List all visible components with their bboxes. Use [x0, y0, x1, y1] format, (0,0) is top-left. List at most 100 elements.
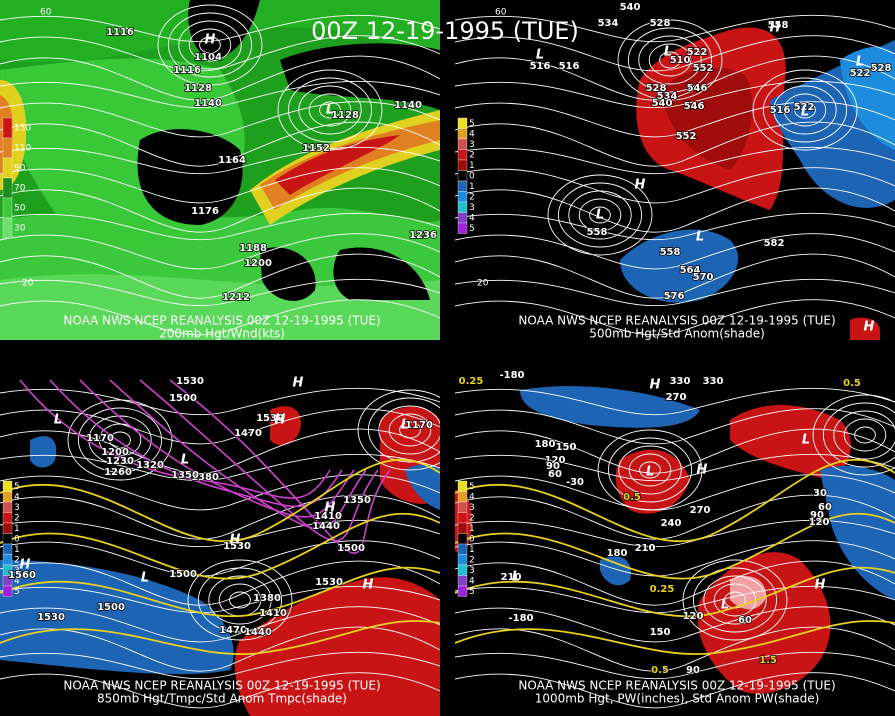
- contour-line: [455, 55, 895, 101]
- contour-line: [455, 278, 895, 307]
- legend-label: 0: [14, 534, 20, 544]
- contour-label: 210: [501, 572, 522, 583]
- contour-label: 534: [657, 91, 678, 102]
- contour-label: 1140: [194, 98, 222, 109]
- contour-label: 522: [850, 68, 871, 79]
- contour-label: 558: [660, 247, 681, 258]
- contour-ring: [208, 575, 272, 625]
- legend-label: 30: [14, 224, 26, 234]
- contour-ring: [773, 85, 837, 135]
- pressure-center: H: [275, 413, 286, 428]
- contour-label: 1140: [394, 100, 422, 111]
- legend-swatch: [2, 522, 13, 534]
- contour-ring: [618, 445, 682, 495]
- legend-swatch: [457, 585, 468, 597]
- contour-ring: [568, 190, 632, 240]
- contour-label: 1470: [234, 428, 262, 439]
- legend-swatch: [2, 512, 13, 524]
- contour-ring: [197, 567, 283, 633]
- yellow-contour: [0, 566, 440, 618]
- legend-label: 0: [469, 534, 475, 544]
- contour-ring: [287, 77, 373, 143]
- contour-label: 510: [670, 55, 691, 66]
- contour-label: 120: [545, 455, 566, 466]
- contour-label: 0.5: [651, 665, 669, 676]
- contour-line: [0, 519, 440, 548]
- pressure-center: L: [596, 208, 604, 223]
- contour-line: [455, 187, 895, 233]
- contour-line: [455, 299, 895, 336]
- contour-label: 540: [652, 98, 673, 109]
- contour-ring: [628, 453, 672, 487]
- contour-label: 1500: [97, 602, 125, 613]
- legend-swatch: [457, 180, 468, 192]
- legend-label: 5: [469, 224, 475, 234]
- legend-swatch: [457, 575, 468, 587]
- yellow-contour: [0, 512, 440, 580]
- contour-line: [0, 278, 440, 307]
- legend-swatch: [2, 117, 13, 139]
- contour-line: [0, 453, 440, 482]
- contour-label: 330: [703, 376, 724, 387]
- contour-ring: [357, 389, 440, 471]
- contour-ring: [812, 394, 895, 476]
- pressure-center: L: [801, 105, 809, 120]
- contour-label: 1176: [191, 206, 219, 217]
- legend-swatch: [457, 222, 468, 234]
- legend-swatch: [457, 170, 468, 182]
- contour-line: [0, 387, 440, 416]
- legend-label: 2: [469, 555, 475, 565]
- contour-ring: [617, 19, 723, 101]
- contour-line: [455, 233, 895, 270]
- contour-label: 1410: [259, 608, 287, 619]
- contour-ring: [308, 93, 352, 127]
- contour-ring: [187, 559, 293, 641]
- legend-swatch: [2, 217, 13, 239]
- contour-label: 1350: [171, 470, 199, 481]
- contour-label: 1410: [314, 511, 342, 522]
- contour-label: 540: [620, 2, 641, 13]
- contour-ring: [98, 423, 142, 457]
- yellow-contour: [455, 458, 895, 543]
- pressure-center: L: [512, 570, 520, 585]
- contour-label: 1530: [176, 376, 204, 387]
- contour-line: [0, 428, 440, 474]
- legend-label: 5: [14, 482, 20, 492]
- legend-label: 3: [14, 566, 20, 576]
- legend-swatch: [457, 512, 468, 524]
- contour-label: 522: [687, 47, 708, 58]
- pressure-center: L: [802, 433, 810, 448]
- legend-label: 5: [469, 482, 475, 492]
- contour-label: 1560: [8, 570, 36, 581]
- contour-label: 1530: [223, 541, 251, 552]
- contour-line: [0, 187, 440, 233]
- contour-line: [0, 626, 440, 672]
- contour-line: [0, 585, 440, 614]
- contour-label: 1530: [37, 612, 65, 623]
- panel-subtitle: 200mb Hgt/Wnd(kts): [159, 327, 285, 341]
- contour-ring: [319, 101, 341, 119]
- contour-ring: [88, 415, 152, 465]
- legend-swatch: [2, 157, 13, 179]
- contour-ring: [388, 413, 432, 447]
- contour-label: 1380: [191, 472, 219, 483]
- contour-label: 1170: [405, 420, 433, 431]
- legend-label: 3: [469, 503, 475, 513]
- contour-line: [455, 80, 895, 109]
- latitude-label: 60: [495, 8, 507, 18]
- pressure-center: L: [646, 465, 654, 480]
- contour-line: [0, 121, 440, 167]
- legend-swatch: [457, 159, 468, 171]
- pressure-center: H: [293, 376, 304, 391]
- legend-label: 110: [14, 144, 31, 154]
- contour-ring: [109, 431, 131, 449]
- legend-label: 0: [469, 171, 475, 181]
- legends: 1301109070503054321012345543210123455432…: [2, 117, 475, 597]
- contour-label: 120: [683, 611, 704, 622]
- contour-label: 522: [794, 102, 815, 113]
- legend-swatch: [2, 585, 13, 597]
- contour-label: 528: [650, 18, 671, 29]
- contour-ring: [547, 174, 653, 256]
- legend-swatch: [457, 201, 468, 213]
